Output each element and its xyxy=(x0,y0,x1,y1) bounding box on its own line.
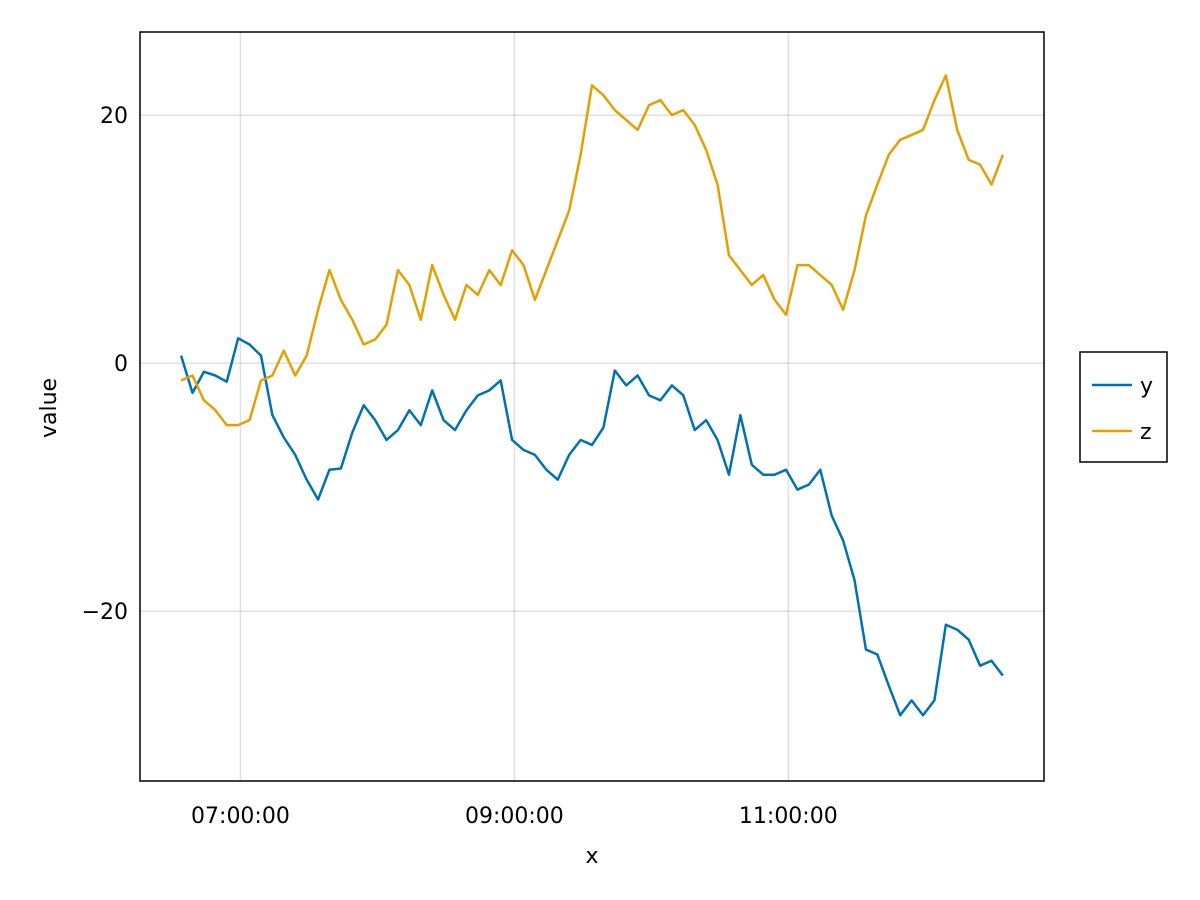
x-tick-label: 07:00:00 xyxy=(191,804,290,829)
line-series xyxy=(180,74,1005,427)
legend-label: y xyxy=(1140,374,1153,399)
y-tick-label: 0 xyxy=(114,352,128,377)
legend-label: z xyxy=(1140,420,1152,445)
legend-box xyxy=(1079,351,1168,463)
y-tick-label: 20 xyxy=(100,104,128,129)
y-tick-label: −20 xyxy=(82,600,128,625)
x-axis-label: x xyxy=(585,844,598,869)
x-tick-label: 11:00:00 xyxy=(739,804,838,829)
x-tick-label: 09:00:00 xyxy=(465,804,564,829)
plot-frame xyxy=(139,31,1045,782)
y-axis-label: value xyxy=(37,378,62,438)
line-series xyxy=(179,337,1004,717)
